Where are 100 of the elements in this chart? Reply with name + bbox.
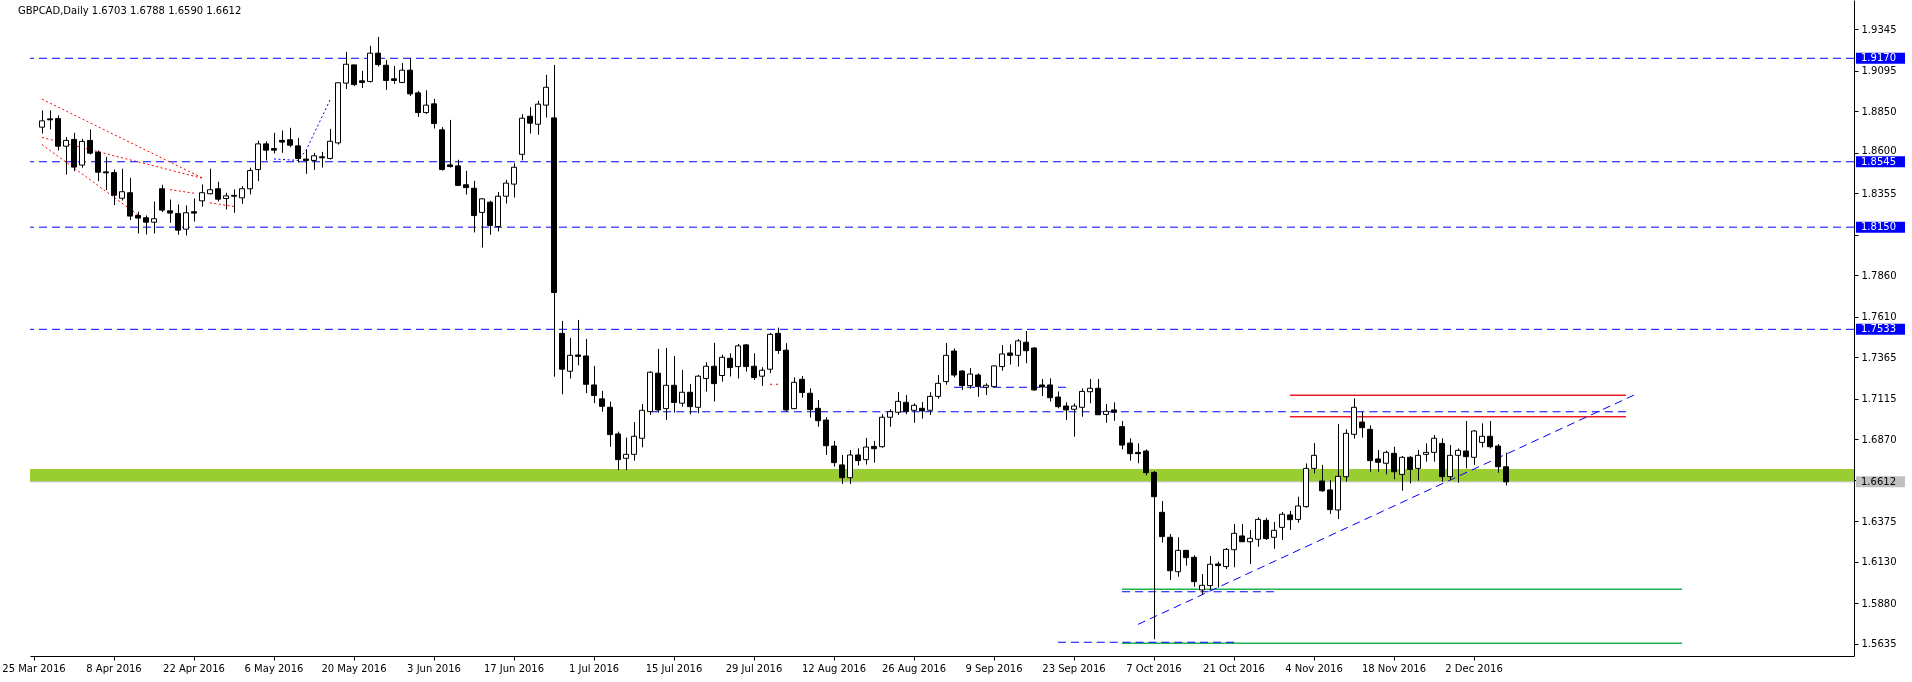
x-tick-label: 1 Jul 2016 [568,662,620,674]
candlestick [1319,464,1325,493]
candlestick [871,440,877,464]
x-tick-label: 26 Aug 2016 [881,662,947,674]
candlestick [1215,561,1221,589]
ref-line-label: 1.7533 [1861,323,1896,335]
candlestick [383,59,389,91]
candlestick [135,211,141,234]
y-tick-label: 1.5880 [1861,597,1897,609]
candlestick [487,200,493,236]
ref-line-label: 1.8545 [1861,155,1896,167]
candlestick [1119,420,1125,450]
candlestick [1407,455,1413,484]
x-tick-label: 17 Jun 2016 [483,662,545,674]
candlestick [535,100,541,136]
candlestick [831,440,837,468]
candlestick [423,89,429,115]
x-tick-label: 4 Nov 2016 [1285,662,1343,674]
candlestick [351,64,357,87]
y-tick-label: 1.8600 [1861,144,1897,156]
candlestick [959,369,965,391]
x-tick-label: 3 Jun 2016 [407,662,461,674]
candlestick [1495,443,1501,474]
candlestick [95,150,101,182]
candlestick [1487,420,1493,449]
y-tick-label: 1.6130 [1861,556,1897,568]
candlestick [407,57,413,97]
candlestick [1071,402,1077,438]
ref-line-label: 1.6612 [1861,475,1896,487]
x-tick-label: 15 Jul 2016 [645,662,703,674]
candlestick [1423,442,1429,463]
y-tick-label: 1.9345 [1861,23,1897,35]
candlestick [463,170,469,196]
candlestick [479,197,485,249]
candlestick [1087,378,1093,404]
candlestick [967,367,973,390]
candlestick [1047,377,1053,403]
candlestick [1231,523,1237,568]
y-tick-label: 1.8850 [1861,105,1897,117]
candlestick [1199,573,1205,595]
candlestick [1143,448,1149,476]
candlestick [231,188,237,214]
candlestick [847,449,853,485]
candlestick [279,129,285,154]
candlestick [63,136,69,176]
candlestick [1079,387,1085,418]
candlestick [935,374,941,400]
candlestick [1431,434,1437,463]
candlestick [271,132,277,154]
candlestick [799,375,805,399]
candlestick [911,402,917,424]
x-tick-label: 2 Dec 2016 [1445,662,1503,674]
candlestick [143,214,149,235]
candlestick [1263,517,1269,541]
candlestick [175,203,181,236]
candlestick [1295,496,1301,524]
y-tick-label: 1.7365 [1861,351,1897,363]
candlestick [79,138,85,169]
candlestick [703,361,709,393]
candlestick [1175,536,1181,578]
candlestick [775,327,781,355]
candlestick [151,201,157,234]
x-tick-label: 6 May 2016 [244,662,304,674]
candlestick [1207,555,1213,591]
candlestick [119,168,125,202]
candlestick [127,177,133,221]
candlestick [895,391,901,416]
candlestick [1223,547,1229,570]
candlestick [1111,401,1117,422]
candlestick [975,372,981,398]
candlestick [447,119,453,169]
candlestick [903,394,909,415]
candlestick [183,204,189,236]
candlestick [1383,450,1389,475]
candlestick [1271,521,1277,550]
x-tick-label: 29 Jul 2016 [725,662,783,674]
candlestick [111,169,117,206]
candlestick [1503,452,1509,486]
candlestick [1447,444,1453,481]
candlestick [1127,437,1133,462]
ref-line-label: 1.9170 [1861,52,1896,64]
candlestick [215,181,221,202]
y-tick-label: 1.7610 [1861,311,1897,323]
candlestick [999,344,1005,372]
candlestick [199,183,205,208]
candlestick [1015,338,1021,368]
candlestick [39,109,45,134]
candlestick [807,387,813,419]
candlestick [591,365,597,404]
candlestick [247,167,253,195]
x-tick-label: 22 Apr 2016 [163,662,225,674]
x-tick-label: 8 Apr 2016 [86,662,142,674]
y-tick-label: 1.8355 [1861,187,1897,199]
candlestick [1311,442,1317,474]
candlestick [543,74,549,119]
x-tick-label: 23 Sep 2016 [1042,662,1106,674]
x-tick-label: 20 May 2016 [321,662,387,674]
candlestick [687,383,693,415]
candlestick [567,337,573,379]
candlestick [599,390,605,413]
